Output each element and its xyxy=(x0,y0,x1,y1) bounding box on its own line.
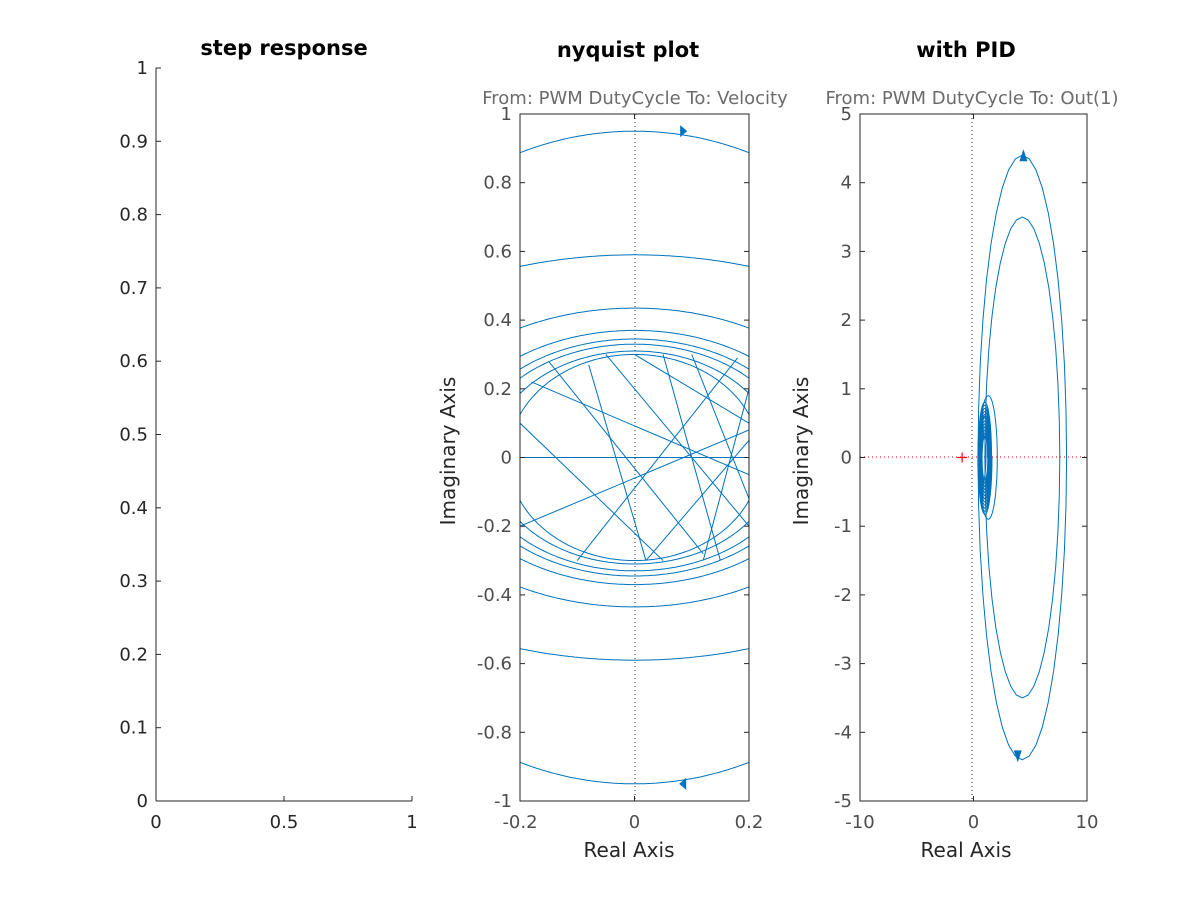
y-tick-label: 0 xyxy=(137,791,148,812)
pid-curves xyxy=(977,149,1068,763)
step-response-panel: step response 00.10.20.30.40.50.60.70.80… xyxy=(119,36,417,833)
nyquist-y-label: Imaginary Axis xyxy=(436,377,460,526)
nyquist-chord xyxy=(702,388,749,561)
nyquist-chord xyxy=(605,354,749,527)
x-tick-label: 10 xyxy=(1076,812,1099,833)
nyquist-curve xyxy=(520,545,749,577)
y-tick-label: 0.2 xyxy=(119,644,148,665)
x-tick-label: 0.5 xyxy=(270,812,299,833)
y-tick-label: -1 xyxy=(834,516,852,537)
step-x-ticks: 0 0.5 1 xyxy=(150,796,418,833)
nyquist-title: nyquist plot xyxy=(557,38,699,62)
x-tick-label: -0.2 xyxy=(502,812,537,833)
nyquist-panel: nyquist plot From: PWM DutyCycle To: Vel… xyxy=(436,38,788,862)
pid-x-label: Real Axis xyxy=(921,838,1012,862)
y-tick-label: 0.4 xyxy=(119,498,148,519)
nyquist-chord xyxy=(576,357,738,561)
y-tick-label: 1 xyxy=(137,58,148,79)
nyquist-chord xyxy=(588,364,647,561)
nyquist-curve xyxy=(520,343,749,379)
nyquist-curve xyxy=(520,586,749,608)
y-tick-label: 0.9 xyxy=(119,131,148,152)
y-tick-label: 0.8 xyxy=(483,173,512,194)
nyquist-curve xyxy=(520,254,749,267)
nyquist-chord xyxy=(645,439,749,561)
y-tick-label: -0.4 xyxy=(477,585,512,606)
y-tick-label: -5 xyxy=(834,791,852,812)
y-tick-label: 0.3 xyxy=(119,571,148,592)
nyquist-curve xyxy=(520,329,749,357)
nyquist-subtitle: From: PWM DutyCycle To: Velocity xyxy=(482,88,788,109)
nyquist-y-ticks: -1 -0.8 -0.6 -0.4 -0.2 0 0.2 0.4 0.6 0.8 1 xyxy=(477,104,749,812)
nyquist-curve xyxy=(520,520,749,565)
nyquist-curve xyxy=(520,648,749,661)
x-tick-label: 0 xyxy=(629,812,640,833)
nyquist-curves xyxy=(520,125,749,790)
nyquist-arrow-top xyxy=(680,125,688,138)
x-tick-label: 0 xyxy=(150,812,161,833)
pid-panel: with PID From: PWM DutyCycle To: Out(1) … xyxy=(789,38,1119,862)
y-tick-label: -1 xyxy=(494,791,512,812)
y-tick-label: 0.6 xyxy=(483,241,512,262)
y-tick-label: -4 xyxy=(834,722,852,743)
nyquist-x-label: Real Axis xyxy=(584,838,675,862)
y-tick-label: 0.4 xyxy=(483,310,512,331)
nyquist-curve xyxy=(520,558,749,586)
nyquist-curve xyxy=(520,350,749,395)
nyquist-chord xyxy=(531,381,749,476)
y-tick-label: 0.2 xyxy=(483,379,512,400)
y-tick-label: 3 xyxy=(841,241,852,262)
y-tick-label: 0.6 xyxy=(119,351,148,372)
pid-y-ticks: -5 -4 -3 -2 -1 0 1 2 3 4 5 xyxy=(834,104,1087,812)
y-tick-label: -3 xyxy=(834,654,852,675)
y-tick-label: 4 xyxy=(841,173,852,194)
y-tick-label: 0.7 xyxy=(119,278,148,299)
pid-arrow-top xyxy=(1019,149,1028,162)
step-y-ticks: 0 0.1 0.2 0.3 0.4 0.5 0.6 0.7 0.8 0.9 1 xyxy=(119,58,161,812)
nyquist-curve xyxy=(520,353,749,416)
pid-loop xyxy=(984,216,1061,699)
step-response-title: step response xyxy=(200,36,367,60)
nyquist-curve xyxy=(520,307,749,329)
pid-y-label: Imaginary Axis xyxy=(789,377,813,526)
nyquist-chord xyxy=(520,429,749,527)
nyquist-chord xyxy=(691,354,749,499)
x-tick-label: 0.2 xyxy=(735,812,764,833)
nyquist-chord xyxy=(634,354,749,424)
pid-subtitle: From: PWM DutyCycle To: Out(1) xyxy=(825,88,1118,109)
y-tick-label: 0.5 xyxy=(119,425,148,446)
y-tick-label: -2 xyxy=(834,585,852,606)
pid-title: with PID xyxy=(916,38,1016,62)
y-tick-label: 0 xyxy=(501,448,512,469)
nyquist-x-ticks: -0.2 0 0.2 xyxy=(502,114,763,833)
x-tick-label: 1 xyxy=(406,812,417,833)
nyquist-curve xyxy=(520,499,749,561)
y-tick-label: -0.2 xyxy=(477,516,512,537)
y-tick-label: 0.1 xyxy=(119,718,148,739)
pid-arrow-bottom xyxy=(1013,750,1022,763)
y-tick-label: 5 xyxy=(841,104,852,125)
y-tick-label: 2 xyxy=(841,310,852,331)
y-tick-label: -0.8 xyxy=(477,722,512,743)
pid-x-ticks: -10 0 10 xyxy=(845,114,1098,833)
y-tick-label: 1 xyxy=(841,379,852,400)
y-tick-label: 0 xyxy=(841,448,852,469)
y-tick-label: -0.6 xyxy=(477,654,512,675)
x-tick-label: 0 xyxy=(968,812,979,833)
nyquist-chord xyxy=(520,422,664,561)
pid-spiral xyxy=(977,401,993,515)
nyquist-curve xyxy=(520,338,749,370)
y-tick-label: 0.8 xyxy=(119,205,148,226)
nyquist-curve xyxy=(520,130,749,154)
nyquist-curve xyxy=(520,761,749,785)
y-tick-label: 1 xyxy=(501,104,512,125)
nyquist-curve xyxy=(520,536,749,572)
x-tick-label: -10 xyxy=(845,812,874,833)
nyquist-arrow-bottom xyxy=(679,777,687,790)
